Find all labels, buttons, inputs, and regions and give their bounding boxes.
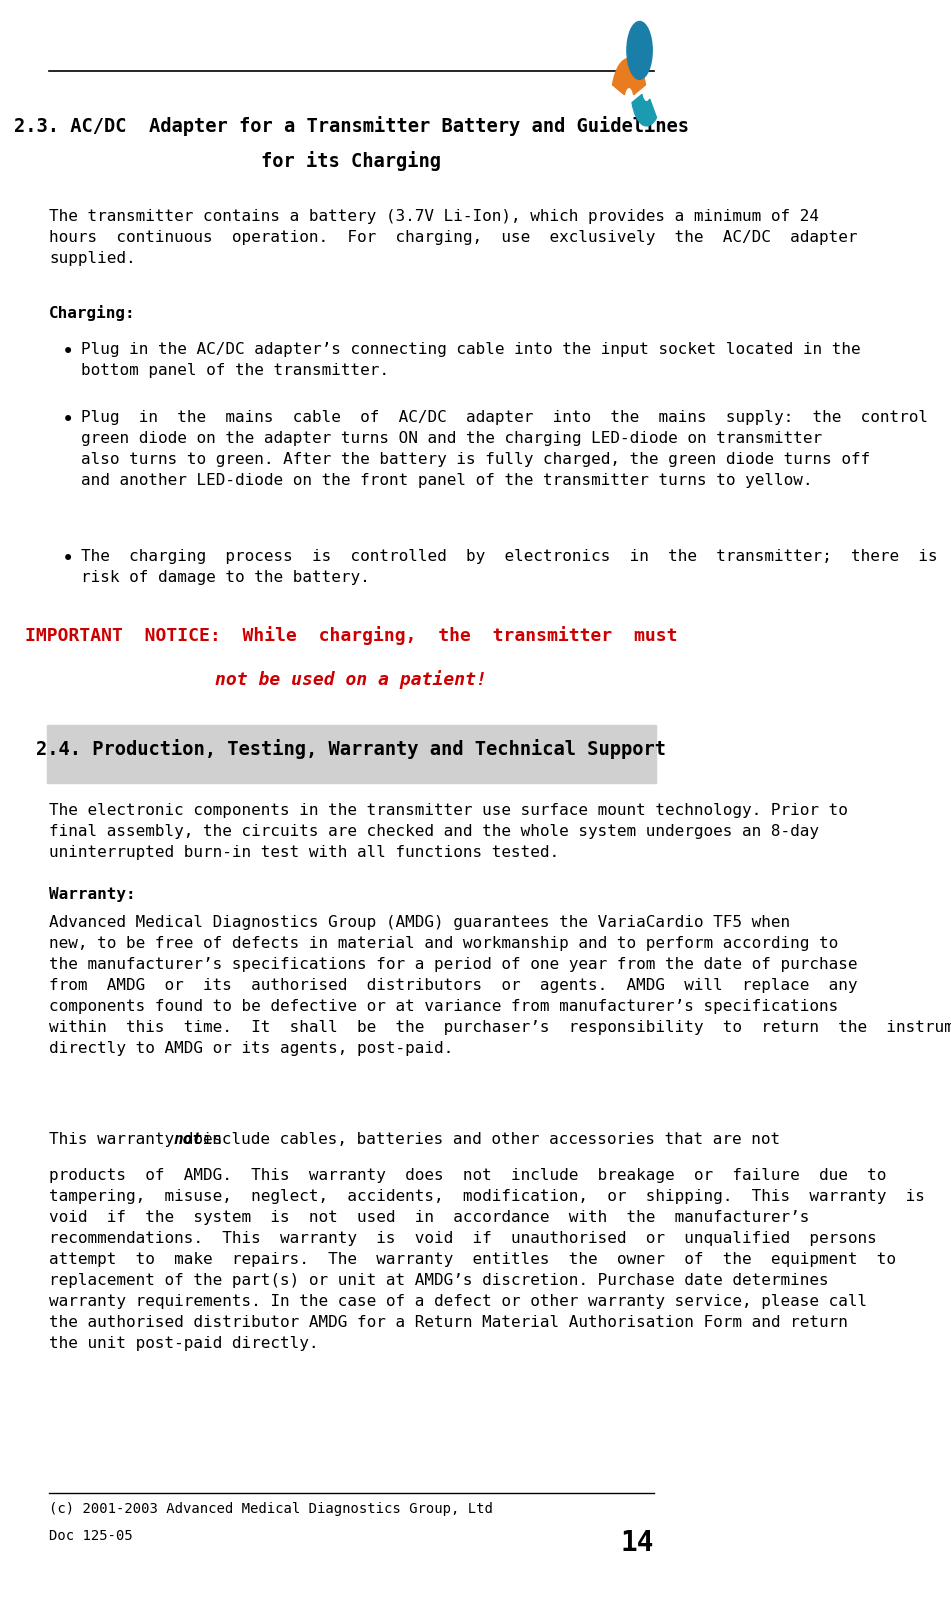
FancyBboxPatch shape — [48, 725, 656, 783]
Text: Warranty:: Warranty: — [49, 886, 136, 900]
Text: Plug  in  the  mains  cable  of  AC/DC  adapter  into  the  mains  supply:  the : Plug in the mains cable of AC/DC adapter… — [81, 409, 928, 488]
Text: products  of  AMDG.  This  warranty  does  not  include  breakage  or  failure  : products of AMDG. This warranty does not… — [49, 1167, 925, 1350]
Text: The  charging  process  is  controlled  by  electronics  in  the  transmitter;  : The charging process is controlled by el… — [81, 549, 951, 584]
Text: (c) 2001-2003 Advanced Medical Diagnostics Group, Ltd: (c) 2001-2003 Advanced Medical Diagnosti… — [49, 1501, 493, 1515]
Text: 2.3. AC/DC  Adapter for a Transmitter Battery and Guidelines: 2.3. AC/DC Adapter for a Transmitter Bat… — [14, 116, 689, 135]
Text: Advanced Medical Diagnostics Group (AMDG) guarantees the VariaCardio TF5 when
ne: Advanced Medical Diagnostics Group (AMDG… — [49, 915, 951, 1056]
Text: •: • — [62, 549, 74, 568]
Text: Doc 125-05: Doc 125-05 — [49, 1528, 133, 1542]
Text: for its Charging: for its Charging — [262, 151, 441, 170]
Text: •: • — [62, 342, 74, 361]
Circle shape — [627, 22, 652, 80]
Text: 2.4. Production, Testing, Warranty and Technical Support: 2.4. Production, Testing, Warranty and T… — [36, 738, 667, 758]
Text: 14: 14 — [620, 1528, 653, 1555]
Text: include cables, batteries and other accessories that are not: include cables, batteries and other acce… — [193, 1132, 780, 1146]
Text: •: • — [62, 409, 74, 429]
Wedge shape — [632, 95, 656, 127]
Text: This warranty does: This warranty does — [49, 1132, 232, 1146]
Text: IMPORTANT  NOTICE:  While  charging,  the  transmitter  must: IMPORTANT NOTICE: While charging, the tr… — [25, 626, 678, 645]
Text: not be used on a patient!: not be used on a patient! — [216, 669, 487, 689]
Text: Plug in the AC/DC adapter’s connecting cable into the input socket located in th: Plug in the AC/DC adapter’s connecting c… — [81, 342, 861, 377]
Text: not: not — [173, 1132, 203, 1146]
Text: Charging:: Charging: — [49, 305, 136, 321]
Text: The electronic components in the transmitter use surface mount technology. Prior: The electronic components in the transmi… — [49, 802, 848, 859]
Text: The transmitter contains a battery (3.7V Li-Ion), which provides a minimum of 24: The transmitter contains a battery (3.7V… — [49, 209, 858, 265]
Wedge shape — [612, 59, 646, 96]
FancyBboxPatch shape — [49, 108, 653, 193]
